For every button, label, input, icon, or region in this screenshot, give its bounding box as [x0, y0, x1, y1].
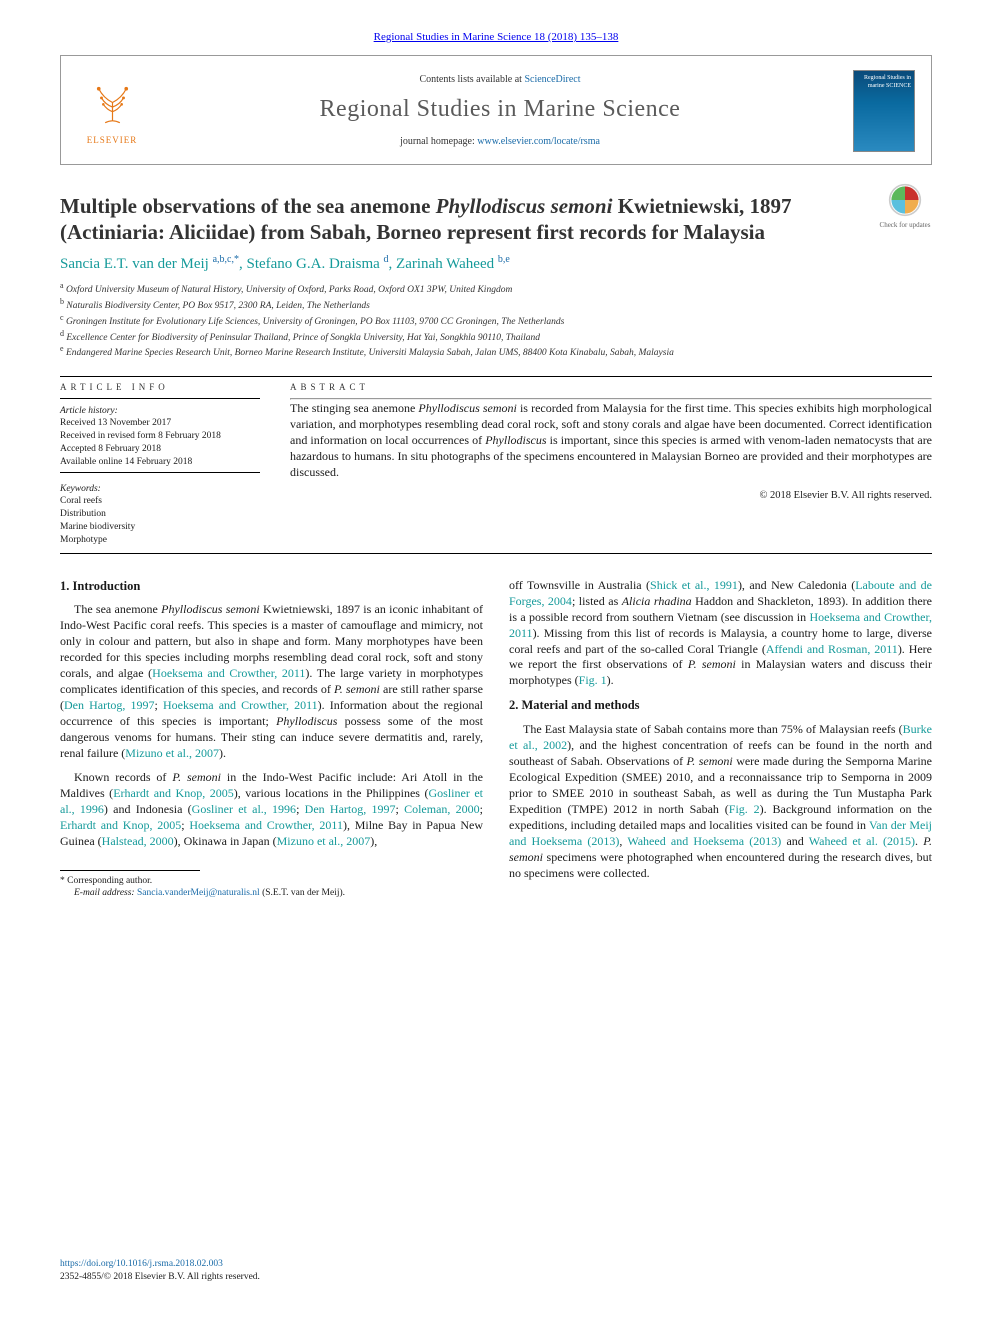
publisher-logo-text: ELSEVIER: [77, 134, 147, 146]
footnotes-block: * Corresponding author. E-mail address: …: [60, 870, 483, 900]
doi-block: https://doi.org/10.1016/j.rsma.2018.02.0…: [60, 1258, 260, 1283]
homepage-prefix: journal homepage:: [400, 136, 477, 147]
ref-link[interactable]: Halstead, 2000: [102, 834, 174, 848]
ref-link[interactable]: Erhardt and Knop, 2005: [113, 786, 234, 800]
body-paragraph: off Townsville in Australia (Shick et al…: [509, 578, 932, 690]
ref-link[interactable]: Mizuno et al., 2007: [125, 746, 219, 760]
divider: [60, 472, 260, 473]
affiliation-text: Naturalis Biodiversity Center, PO Box 95…: [66, 301, 369, 311]
history-label: Article history:: [60, 405, 260, 418]
ref-link[interactable]: Waheed et al. (2015): [809, 834, 915, 848]
article-info-column: article info Article history: Received 1…: [60, 381, 260, 546]
ref-link[interactable]: Mizuno et al., 2007: [277, 834, 371, 848]
publisher-logo: ELSEVIER: [77, 75, 147, 146]
divider: [60, 553, 932, 554]
contents-prefix: Contents lists available at: [419, 74, 524, 85]
history-line: Accepted 8 February 2018: [60, 443, 260, 456]
ref-link[interactable]: Den Hartog, 1997: [305, 802, 396, 816]
ref-link[interactable]: Burke et al., 2002: [509, 722, 932, 752]
ref-link[interactable]: Coleman, 2000: [404, 802, 480, 816]
keyword: Distribution: [60, 508, 260, 521]
affiliations-block: a Oxford University Museum of Natural Hi…: [60, 281, 932, 361]
ref-link[interactable]: Hoeksema and Crowther, 2011: [509, 610, 932, 640]
ref-link[interactable]: Hoeksema and Crowther, 2011: [163, 698, 318, 712]
article-info-heading: article info: [60, 381, 260, 393]
section-heading-methods: 2. Material and methods: [509, 697, 932, 714]
ref-link[interactable]: Gosliner et al., 1996: [192, 802, 296, 816]
article-title: Multiple observations of the sea anemone…: [60, 193, 840, 246]
keyword: Marine biodiversity: [60, 521, 260, 534]
abstract-column: abstract The stinging sea anemone Phyllo…: [290, 381, 932, 546]
title-species: Phyllodiscus semoni: [436, 194, 613, 218]
author-name: Stefano G.A. Draisma: [246, 256, 379, 272]
ref-link[interactable]: Waheed and Hoeksema (2013): [627, 834, 781, 848]
affil-link[interactable]: a,b,c,: [213, 254, 234, 265]
journal-cover-thumbnail: Regional Studies in marine SCIENCE: [853, 70, 915, 152]
affiliation-text: Excellence Center for Biodiversity of Pe…: [66, 333, 540, 343]
author-name: Zarinah Waheed: [396, 256, 494, 272]
check-updates-badge[interactable]: Check for updates: [878, 183, 932, 230]
abstract-text: The stinging sea anemone Phyllodiscus se…: [290, 400, 932, 481]
corresponding-author-label: Corresponding author.: [67, 876, 152, 886]
affiliation-text: Endangered Marine Species Research Unit,…: [66, 349, 674, 359]
section-heading-intro: 1. Introduction: [60, 578, 483, 595]
email-label: E-mail address:: [74, 888, 135, 898]
corresponding-star: *: [234, 254, 239, 265]
affil-link[interactable]: b,e: [498, 254, 510, 265]
ref-link[interactable]: Den Hartog, 1997: [64, 698, 155, 712]
ref-link[interactable]: Hoeksema and Crowther, 2011: [152, 666, 305, 680]
journal-name: Regional Studies in Marine Science: [147, 93, 853, 125]
keyword: Coral reefs: [60, 495, 260, 508]
contents-line: Contents lists available at ScienceDirec…: [147, 73, 853, 87]
journal-ref-link[interactable]: Regional Studies in Marine Science 18 (2…: [374, 31, 619, 43]
divider: [60, 398, 260, 399]
elsevier-tree-icon: [85, 75, 140, 130]
affiliation-text: Oxford University Museum of Natural Hist…: [66, 285, 512, 295]
body-paragraph: The East Malaysia state of Sabah contain…: [509, 722, 932, 882]
sciencedirect-link[interactable]: ScienceDirect: [524, 74, 580, 85]
affil-link[interactable]: d: [384, 254, 389, 265]
keywords-label: Keywords:: [60, 483, 260, 496]
email-link[interactable]: Sancia.vanderMeij@naturalis.nl: [137, 888, 260, 898]
affiliation-text: Groningen Institute for Evolutionary Lif…: [66, 317, 564, 327]
keyword: Morphotype: [60, 534, 260, 547]
doi-link[interactable]: https://doi.org/10.1016/j.rsma.2018.02.0…: [60, 1259, 223, 1269]
title-pre: Multiple observations of the sea anemone: [60, 194, 436, 218]
homepage-line: journal homepage: www.elsevier.com/locat…: [147, 135, 853, 149]
keywords-list: Coral reefs Distribution Marine biodiver…: [60, 495, 260, 546]
body-paragraph: The sea anemone Phyllodiscus semoni Kwie…: [60, 602, 483, 762]
history-line: Received 13 November 2017: [60, 417, 260, 430]
divider: [60, 376, 932, 377]
ref-link[interactable]: Fig. 2: [729, 802, 760, 816]
journal-ref-header: Regional Studies in Marine Science 18 (2…: [60, 30, 932, 45]
abstract-copyright: © 2018 Elsevier B.V. All rights reserved…: [290, 489, 932, 503]
footnote-divider: [60, 870, 200, 871]
author-name: Sancia E.T. van der Meij: [60, 256, 209, 272]
body-paragraph: Known records of P. semoni in the Indo-W…: [60, 770, 483, 850]
ref-link[interactable]: Hoeksema and Crowther, 2011: [189, 818, 343, 832]
ref-link[interactable]: Shick et al., 1991: [650, 578, 738, 592]
history-lines: Received 13 November 2017 Received in re…: [60, 417, 260, 468]
history-line: Received in revised form 8 February 2018: [60, 430, 260, 443]
history-line: Available online 14 February 2018: [60, 456, 260, 469]
issn-line: 2352-4855/© 2018 Elsevier B.V. All right…: [60, 1272, 260, 1282]
crossmark-icon: [888, 183, 922, 217]
article-body: 1. Introduction The sea anemone Phyllodi…: [60, 578, 932, 900]
journal-masthead: ELSEVIER Contents lists available at Sci…: [60, 55, 932, 165]
ref-link[interactable]: Erhardt and Knop, 2005: [60, 818, 181, 832]
ref-link[interactable]: Affendi and Rosman, 2011: [766, 642, 898, 656]
authors-line: Sancia E.T. van der Meij a,b,c,*, Stefan…: [60, 253, 932, 274]
homepage-link[interactable]: www.elsevier.com/locate/rsma: [477, 136, 600, 147]
check-updates-label: Check for updates: [878, 221, 932, 230]
email-attribution: (S.E.T. van der Meij).: [260, 888, 345, 898]
ref-link[interactable]: Fig. 1: [579, 673, 607, 687]
abstract-heading: abstract: [290, 381, 932, 393]
